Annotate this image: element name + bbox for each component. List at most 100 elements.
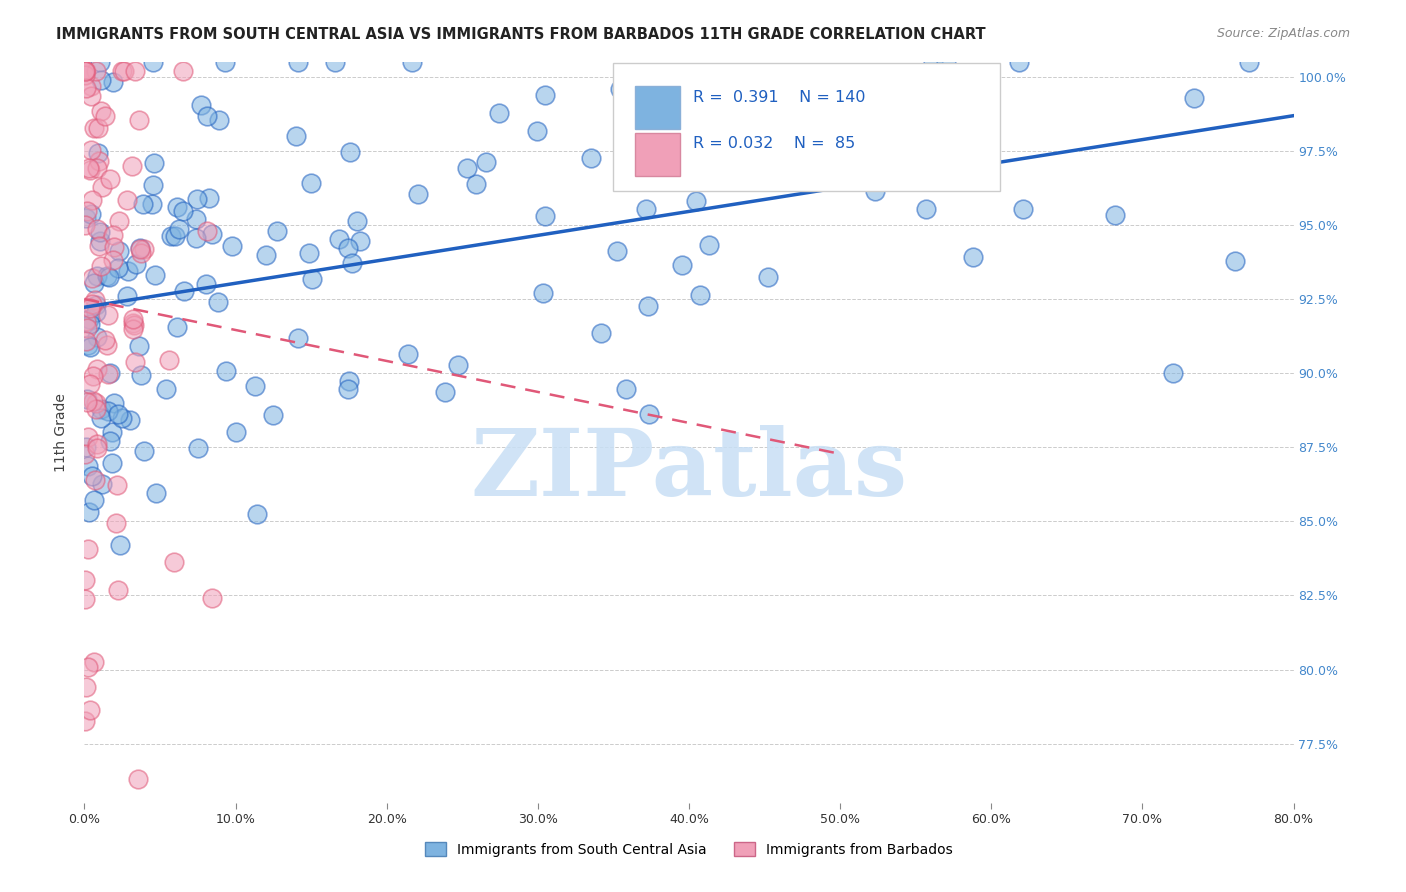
- Point: [1182, 91, 1205, 105]
- Point: [83, 655, 105, 669]
- Point: [86, 330, 108, 344]
- Point: [83, 121, 105, 136]
- Point: [697, 237, 720, 252]
- Point: [101, 227, 124, 242]
- Point: [107, 213, 129, 227]
- Point: [79, 340, 101, 354]
- Point: [142, 55, 165, 70]
- Point: [90, 180, 112, 194]
- Point: [336, 241, 359, 255]
- Point: [129, 242, 152, 256]
- Point: [914, 202, 936, 216]
- Point: [87, 154, 110, 169]
- Point: [86, 441, 108, 455]
- Point: [1008, 55, 1031, 70]
- Point: [488, 106, 510, 120]
- Point: [141, 197, 163, 211]
- Point: [121, 159, 143, 173]
- Point: [115, 289, 138, 303]
- Point: [76, 204, 98, 219]
- Point: [115, 193, 138, 207]
- Point: [165, 229, 187, 244]
- Point: [186, 212, 208, 227]
- Point: [685, 194, 707, 208]
- Point: [132, 196, 155, 211]
- Point: [323, 55, 346, 70]
- Point: [689, 288, 711, 302]
- Point: [606, 244, 628, 258]
- Point: [434, 385, 457, 400]
- Point: [637, 299, 659, 313]
- Point: [1104, 208, 1126, 222]
- Point: [75, 64, 97, 78]
- Point: [125, 257, 148, 271]
- Point: [80, 297, 103, 311]
- Point: [456, 161, 478, 176]
- Point: [935, 55, 957, 70]
- Point: [163, 555, 186, 569]
- Point: [184, 231, 207, 245]
- Point: [76, 338, 98, 352]
- Point: [75, 64, 97, 78]
- Legend: Immigrants from South Central Asia, Immigrants from Barbados: Immigrants from South Central Asia, Immi…: [419, 837, 959, 863]
- Point: [87, 239, 110, 253]
- Point: [287, 55, 309, 70]
- Point: [475, 154, 498, 169]
- Point: [79, 317, 101, 331]
- Point: [756, 269, 779, 284]
- FancyBboxPatch shape: [613, 63, 1000, 191]
- Point: [103, 396, 125, 410]
- Point: [77, 429, 100, 443]
- Point: [75, 573, 97, 587]
- Point: [225, 425, 247, 440]
- Point: [124, 355, 146, 369]
- Point: [124, 64, 146, 78]
- Point: [84, 396, 107, 410]
- Point: [143, 268, 166, 283]
- Point: [112, 64, 135, 78]
- Y-axis label: 11th Grade: 11th Grade: [53, 393, 67, 472]
- Point: [531, 285, 554, 300]
- Point: [87, 121, 110, 136]
- Point: [86, 437, 108, 451]
- Point: [172, 203, 194, 218]
- Point: [122, 312, 145, 326]
- Point: [89, 226, 111, 240]
- Point: [215, 363, 238, 377]
- Point: [172, 64, 194, 78]
- Point: [76, 321, 98, 335]
- Point: [75, 68, 97, 82]
- Point: [75, 334, 97, 348]
- Point: [121, 322, 143, 336]
- Point: [108, 244, 131, 259]
- Point: [79, 163, 101, 178]
- Point: [167, 222, 190, 236]
- Point: [142, 156, 165, 170]
- Text: Source: ZipAtlas.com: Source: ZipAtlas.com: [1216, 27, 1350, 40]
- Point: [339, 145, 361, 159]
- Point: [447, 358, 470, 372]
- Point: [337, 374, 360, 388]
- Point: [145, 486, 167, 500]
- Text: R =  0.391    N = 140: R = 0.391 N = 140: [693, 90, 865, 104]
- Point: [243, 379, 266, 393]
- Point: [75, 447, 97, 461]
- Point: [127, 772, 149, 786]
- Point: [84, 293, 107, 307]
- Point: [157, 353, 180, 368]
- Point: [75, 591, 97, 606]
- Point: [79, 89, 101, 103]
- Point: [190, 98, 212, 112]
- Point: [80, 79, 103, 94]
- Point: [589, 326, 612, 341]
- Point: [76, 395, 98, 409]
- Point: [122, 318, 145, 332]
- Point: [579, 151, 602, 165]
- Point: [134, 444, 156, 458]
- Point: [246, 507, 269, 521]
- Point: [82, 368, 104, 383]
- Point: [349, 234, 371, 248]
- Point: [340, 256, 363, 270]
- Point: [408, 186, 430, 201]
- Bar: [634, 133, 681, 176]
